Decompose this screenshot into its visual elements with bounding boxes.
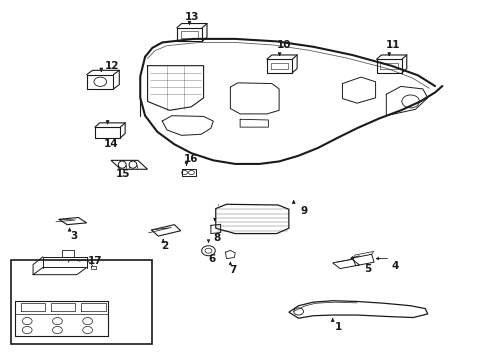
Text: 3: 3	[70, 231, 77, 242]
Text: 17: 17	[88, 256, 102, 266]
Text: 10: 10	[277, 40, 291, 50]
Text: 16: 16	[184, 154, 198, 164]
Text: 11: 11	[385, 40, 400, 50]
Text: 12: 12	[105, 61, 120, 71]
Text: 2: 2	[161, 242, 168, 251]
Text: 5: 5	[365, 264, 372, 274]
Text: 13: 13	[185, 13, 199, 22]
Text: 9: 9	[301, 206, 308, 216]
Text: 15: 15	[116, 169, 130, 179]
Text: 1: 1	[335, 322, 342, 332]
Bar	[11, 260, 152, 344]
Text: 8: 8	[213, 233, 220, 243]
Text: 6: 6	[208, 254, 216, 264]
Text: 4: 4	[392, 261, 399, 271]
Text: 7: 7	[229, 265, 237, 275]
Text: 14: 14	[104, 139, 118, 149]
